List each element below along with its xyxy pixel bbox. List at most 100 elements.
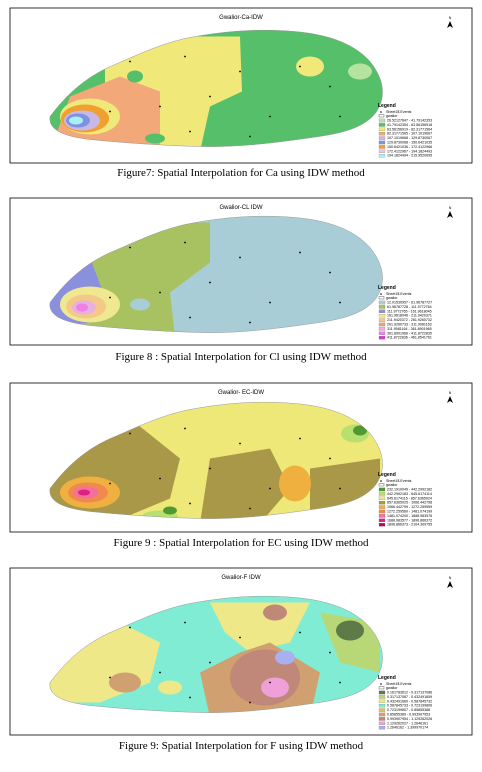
north-arrow: N [449, 16, 452, 20]
map-title: Gwalior-Ca-IDW [219, 15, 263, 21]
legend-swatch [378, 305, 386, 309]
sample-point [269, 487, 271, 490]
map-region [145, 133, 165, 144]
legend-label: 172.4122967 - 194.1824493 [387, 149, 432, 153]
legend-label: 311.9081164 - 361.8901965 [387, 327, 432, 331]
sample-point [209, 95, 211, 98]
map-fill [49, 402, 383, 519]
map-title: Gwalior- EC-IDW [218, 390, 264, 396]
legend-layer: gwalior [386, 296, 398, 300]
legend-swatch [378, 509, 386, 514]
legend-label: 1896.866373 - 2104.309755 [387, 523, 432, 527]
north-arrow-icon [447, 581, 453, 588]
sample-point [299, 437, 301, 440]
legend-label: 1481.074200 - 1688.983576 [387, 514, 432, 518]
figure-caption: Figure 9: Spatial Interpolation for F us… [119, 740, 364, 752]
sample-point [209, 467, 211, 470]
legend-layer-swatch [378, 686, 385, 690]
sample-point [249, 507, 251, 510]
legend-swatch [378, 123, 386, 127]
map-region [320, 612, 380, 673]
sample-point [184, 55, 186, 58]
sample-point [329, 651, 331, 654]
map-region [336, 620, 364, 641]
legend-swatch [378, 327, 386, 331]
legend-label: 1.129262027 - 1.2646161 [387, 721, 428, 725]
legend-swatch [378, 712, 386, 717]
legend-swatch [378, 154, 386, 158]
legend-label: 0.161783612 - 0.317137086 [387, 690, 432, 694]
legend-swatch [378, 699, 386, 703]
map-region [279, 465, 311, 502]
sample-point [299, 251, 301, 254]
legend-swatch [378, 127, 386, 131]
map-region [78, 489, 90, 496]
sample-point [129, 246, 131, 249]
map-region [261, 677, 289, 698]
legend-events: Sheet1$ Events [386, 682, 412, 686]
legend-label: 150.6421036 - 172.4122966 [387, 145, 432, 149]
sample-point [299, 631, 301, 634]
sample-point [339, 301, 341, 304]
sample-point [129, 626, 131, 629]
legend-title: Legend [378, 472, 396, 478]
legend-swatch [378, 505, 386, 509]
legend-swatch [378, 523, 386, 527]
map-region [348, 63, 372, 80]
legend-swatch [378, 131, 386, 136]
legend-label: 0.723199807 - 0.85855388 [387, 708, 430, 712]
legend-swatch [378, 331, 386, 335]
legend-label: 0.587845733 - 0.723199806 [387, 704, 432, 708]
legend-title: Legend [378, 675, 396, 681]
legend-swatch [378, 309, 386, 313]
sample-point [269, 681, 271, 684]
north-arrow: N [449, 206, 452, 210]
sample-point [269, 115, 271, 118]
legend-layer: gwalior [386, 483, 398, 487]
legend-layer-swatch [378, 483, 385, 487]
legend-label: 0.85855389 - 0.993907953 [387, 712, 430, 716]
legend-events: Sheet1$ Events [386, 292, 412, 296]
legend-label: 161.9618046 - 211.9420371 [387, 314, 432, 318]
sample-point [209, 281, 211, 284]
sample-point [129, 60, 131, 63]
sample-point [239, 70, 241, 73]
legend-swatch [378, 149, 386, 153]
map-region [163, 506, 177, 515]
legend-swatch [378, 708, 386, 712]
map-region [130, 298, 150, 311]
legend-swatch [378, 704, 386, 708]
north-arrow-icon [447, 211, 453, 218]
map-region [200, 448, 290, 519]
sample-point [109, 110, 111, 113]
legend-swatch [378, 690, 386, 695]
legend-title: Legend [378, 285, 396, 291]
legend-event-symbol [380, 683, 382, 685]
sample-point [339, 681, 341, 684]
legend-layer: gwalior [386, 686, 398, 690]
sample-point [239, 442, 241, 445]
legend-swatch [378, 514, 386, 518]
figure-caption: Figure 9 : Spatial Interpolation for EC … [114, 537, 369, 549]
legend-swatch [378, 318, 386, 322]
sample-point [249, 321, 251, 324]
legend-swatch [378, 695, 386, 699]
sample-point [249, 701, 251, 704]
sample-point [184, 427, 186, 430]
sample-point [239, 636, 241, 639]
sample-point [329, 271, 331, 274]
legend-label: 63.56156919 - 82.31771564 [387, 127, 432, 131]
legend-swatch [378, 145, 386, 149]
sample-point [159, 291, 161, 294]
legend-swatch [378, 487, 386, 492]
figure-caption: Figure 8 : Spatial Interpolation for Cl … [115, 351, 367, 363]
legend-swatch [378, 492, 386, 496]
north-arrow: N [449, 576, 452, 580]
legend-label: 129.8730068 - 150.6421035 [387, 140, 432, 144]
map-region [76, 303, 88, 312]
legend-label: 1.2646162 - 1.399970174 [387, 726, 428, 730]
legend-swatch [378, 518, 386, 522]
sample-point [109, 676, 111, 679]
